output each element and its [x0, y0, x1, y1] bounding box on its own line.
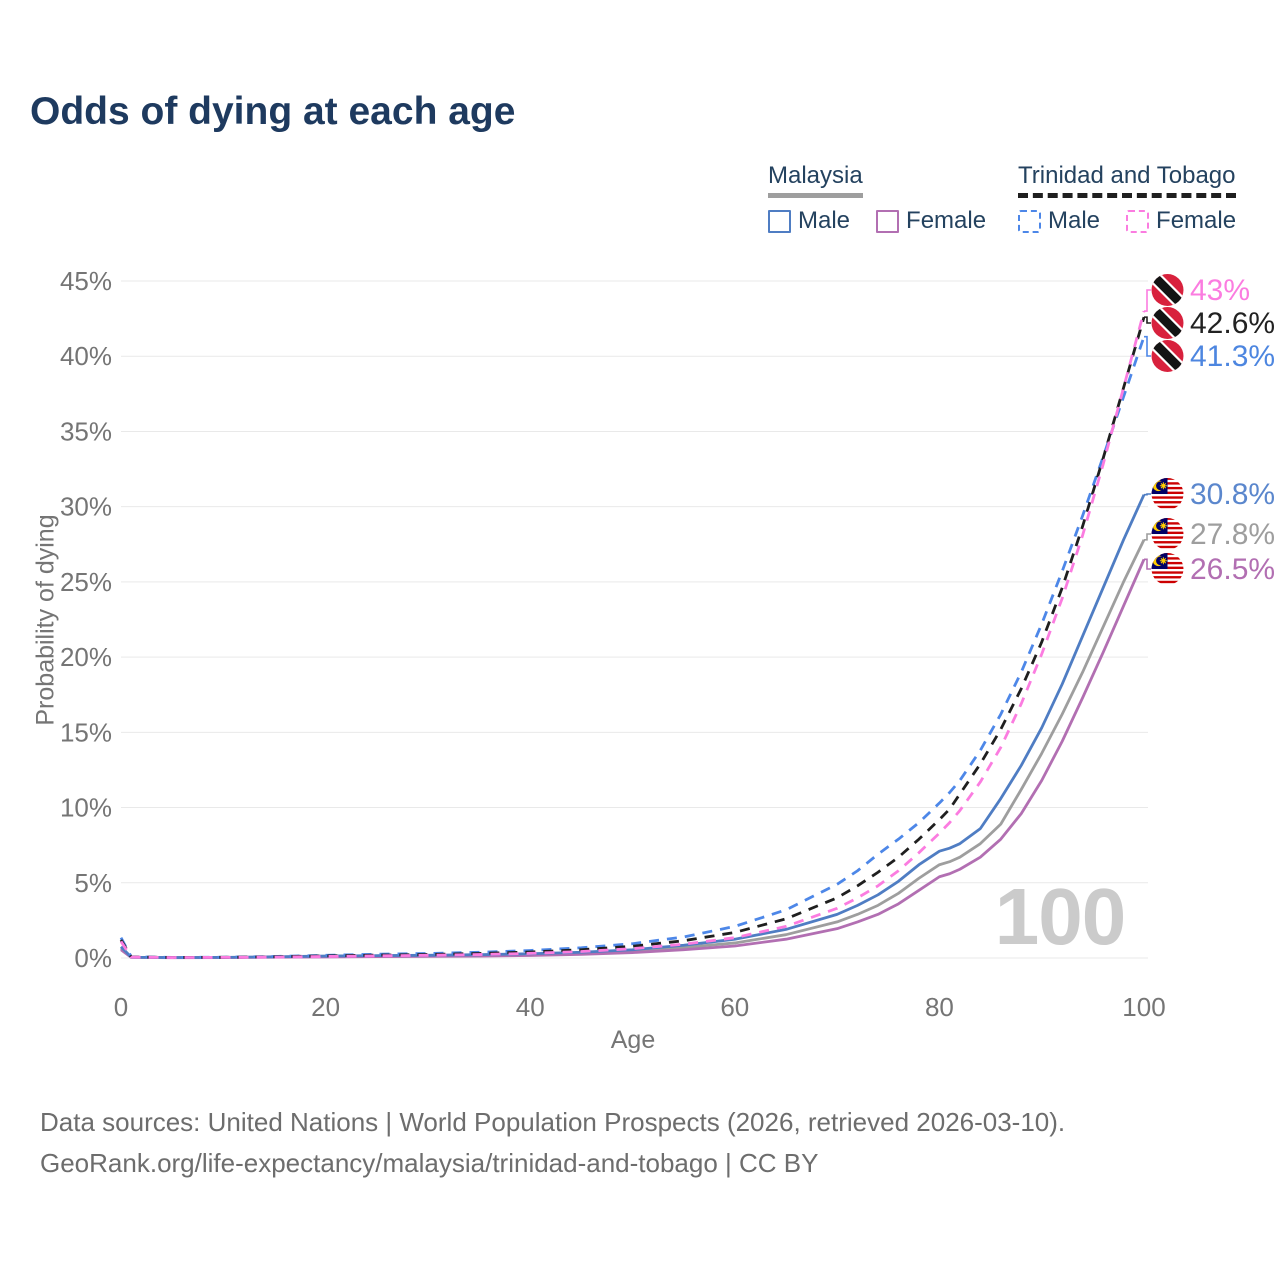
- y-tick-label: 0%: [74, 943, 112, 973]
- end-label-connector: [1144, 316, 1151, 324]
- legend-group-trinidad-and-tobago: Trinidad and Tobago Male Female: [1018, 162, 1236, 235]
- page-title: Odds of dying at each age: [30, 90, 516, 133]
- x-tick-label: 20: [311, 992, 340, 1022]
- legend-item-malaysia-female[interactable]: Female: [876, 207, 986, 235]
- y-tick-label: 35%: [60, 416, 112, 446]
- malaysia-flag-icon: [1151, 518, 1184, 551]
- end-value-label-my-male: 30.8%: [1190, 478, 1275, 511]
- legend-swatch-malaysia-female: [876, 209, 900, 233]
- legend-item-tt-male[interactable]: Male: [1018, 207, 1100, 235]
- attribution-line: GeoRank.org/life-expectancy/malaysia/tri…: [40, 1148, 819, 1178]
- x-tick-label: 100: [1122, 992, 1165, 1022]
- series-line-tt-female: [119, 310, 1146, 959]
- legend-swatch-tt-female: [1126, 209, 1150, 233]
- end-value-label-my-all: 27.8%: [1190, 518, 1275, 551]
- end-label-connector: [1144, 289, 1151, 312]
- x-tick-label: 80: [925, 992, 954, 1022]
- legend-item-malaysia-male[interactable]: Male: [768, 207, 850, 235]
- y-tick-label: 5%: [74, 868, 112, 898]
- legend-country-malaysia: Malaysia: [768, 162, 863, 198]
- legend-label-malaysia-female: Female: [906, 207, 987, 234]
- end-value-label-tt-male: 41.3%: [1190, 340, 1275, 373]
- end-label-connector: [1144, 493, 1151, 496]
- y-tick-label: 15%: [60, 717, 112, 747]
- end-value-label-my-female: 26.5%: [1190, 553, 1275, 586]
- legend-swatch-malaysia-male: [768, 209, 791, 233]
- end-label-connector: [1144, 335, 1151, 357]
- legend-country-trinidad-and-tobago: Trinidad and Tobago: [1018, 162, 1236, 198]
- x-tick-label: 60: [720, 992, 749, 1022]
- legend-swatch-tt-male: [1018, 209, 1041, 233]
- end-value-label-tt-female: 43%: [1190, 274, 1250, 307]
- footer: Data sources: United Nations | World Pop…: [40, 1102, 1065, 1184]
- end-label-connector: [1144, 533, 1151, 541]
- end-label-connector: [1144, 558, 1151, 570]
- y-tick-label: 40%: [60, 341, 112, 371]
- data-sources-line: Data sources: United Nations | World Pop…: [40, 1107, 1066, 1137]
- malaysia-flag-icon: [1151, 553, 1184, 586]
- y-tick-label: 20%: [60, 642, 112, 672]
- legend-item-tt-female[interactable]: Female: [1126, 207, 1236, 235]
- series-line-tt-male: [119, 336, 1146, 959]
- series-line-my-male: [119, 494, 1146, 959]
- legend-group-malaysia: Malaysia Male Female: [768, 162, 986, 235]
- series-line-tt-all: [119, 316, 1146, 959]
- age-counter-watermark: 100: [994, 872, 1126, 961]
- malaysia-flag-icon: [1151, 478, 1184, 511]
- legend-label-tt-female: Female: [1156, 207, 1237, 234]
- x-tick-label: 40: [516, 992, 545, 1022]
- y-tick-label: 45%: [60, 266, 112, 296]
- legend-label-tt-male: Male: [1048, 207, 1101, 234]
- y-tick-label: 25%: [60, 567, 112, 597]
- series-line-my-all: [120, 539, 1146, 960]
- end-value-label-tt-all: 42.6%: [1190, 307, 1275, 340]
- series-line-my-female: [120, 558, 1146, 960]
- y-tick-label: 10%: [60, 793, 112, 823]
- x-axis-title: Age: [610, 1026, 656, 1054]
- legend-label-malaysia-male: Male: [798, 207, 851, 234]
- y-tick-label: 30%: [60, 492, 112, 522]
- x-tick-label: 0: [114, 992, 128, 1022]
